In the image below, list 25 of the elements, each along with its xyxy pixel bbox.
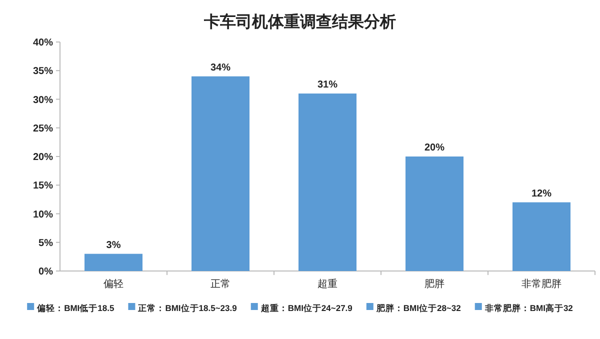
y-tick-label: 15%: [32, 180, 54, 192]
x-tick-label: 肥胖: [424, 278, 444, 290]
y-tick-label: 30%: [32, 94, 54, 106]
data-label: 20%: [424, 142, 445, 154]
y-tick-label: 25%: [32, 123, 54, 134]
y-tick-label: 40%: [32, 38, 54, 48]
legend-label: 正常：BMI位于18.5~23.9: [137, 303, 238, 313]
data-label: 34%: [210, 62, 231, 74]
legend-label: 肥胖：BMI位于28~32: [375, 303, 462, 313]
legend-label: 超重：BMI位于24~27.9: [260, 303, 353, 313]
x-tick-label: 非常肥胖: [522, 278, 562, 290]
x-tick-label: 超重: [318, 278, 338, 290]
legend-label: 非常肥胖：BMI高于32: [484, 303, 574, 313]
chart-title: 卡车司机体重调查结果分析: [203, 13, 396, 31]
y-tick-label: 35%: [32, 66, 54, 78]
y-tick-label: 5%: [38, 238, 54, 249]
y-tick-label: 10%: [32, 209, 54, 220]
x-tick-label: 正常: [210, 278, 230, 290]
data-label: 31%: [317, 80, 338, 91]
data-label: 3%: [106, 240, 121, 251]
legend-label: 偏轻：BMI低于18.5: [36, 303, 114, 313]
y-tick-label: 20%: [32, 152, 54, 163]
x-tick-label: 偏轻: [104, 278, 124, 290]
data-label: 12%: [531, 188, 552, 200]
y-tick-label: 0%: [38, 266, 54, 278]
